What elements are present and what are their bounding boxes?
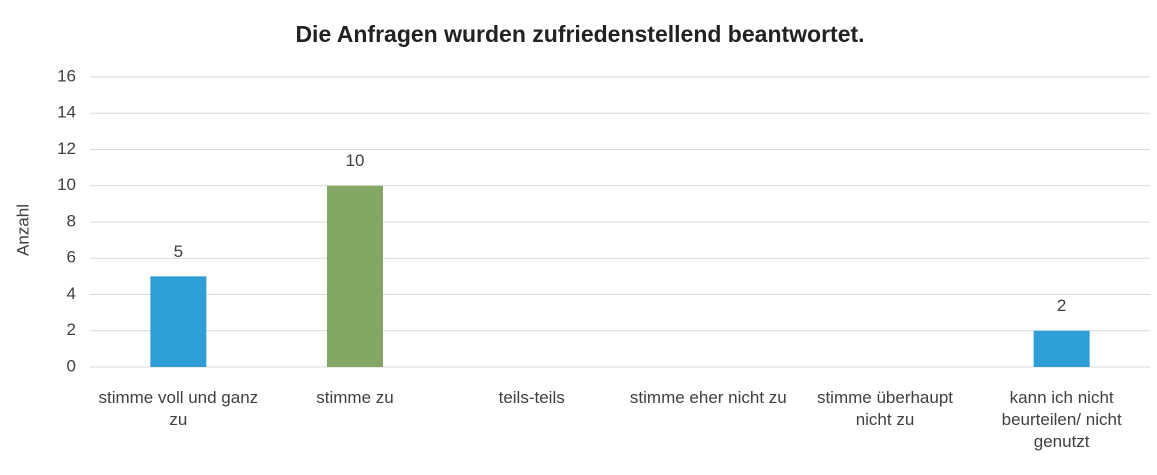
y-tick-label: 8 — [67, 211, 76, 230]
y-tick-label: 16 — [57, 66, 76, 85]
data-label: 10 — [346, 151, 365, 170]
y-tick-label: 2 — [67, 320, 76, 339]
y-tick-label: 10 — [57, 175, 76, 194]
x-tick-label: stimme eher nicht zu — [629, 388, 787, 407]
bar — [327, 185, 383, 367]
bar — [150, 276, 207, 367]
x-tick-label: kann ich nicht beurteilen/ nicht genutzt — [1001, 388, 1122, 451]
chart-title: Die Anfragen wurden zufriedenstellend be… — [295, 21, 864, 47]
y-tick-label: 14 — [57, 103, 76, 122]
y-tick-label: 12 — [57, 139, 76, 158]
x-tick-label: stimme zu — [316, 388, 394, 407]
x-tick-label: stimme überhaupt nicht zu — [816, 388, 954, 429]
y-tick-label: 4 — [67, 284, 76, 303]
x-tick-label: teils-teils — [498, 388, 565, 407]
data-label: 2 — [1057, 296, 1066, 315]
data-label: 5 — [174, 242, 183, 261]
y-axis-label: Anzahl — [13, 204, 32, 256]
bar — [1033, 330, 1090, 367]
y-tick-label: 6 — [67, 248, 76, 267]
y-tick-label: 0 — [67, 356, 76, 375]
x-tick-label: stimme voll und ganz zu — [98, 388, 259, 429]
